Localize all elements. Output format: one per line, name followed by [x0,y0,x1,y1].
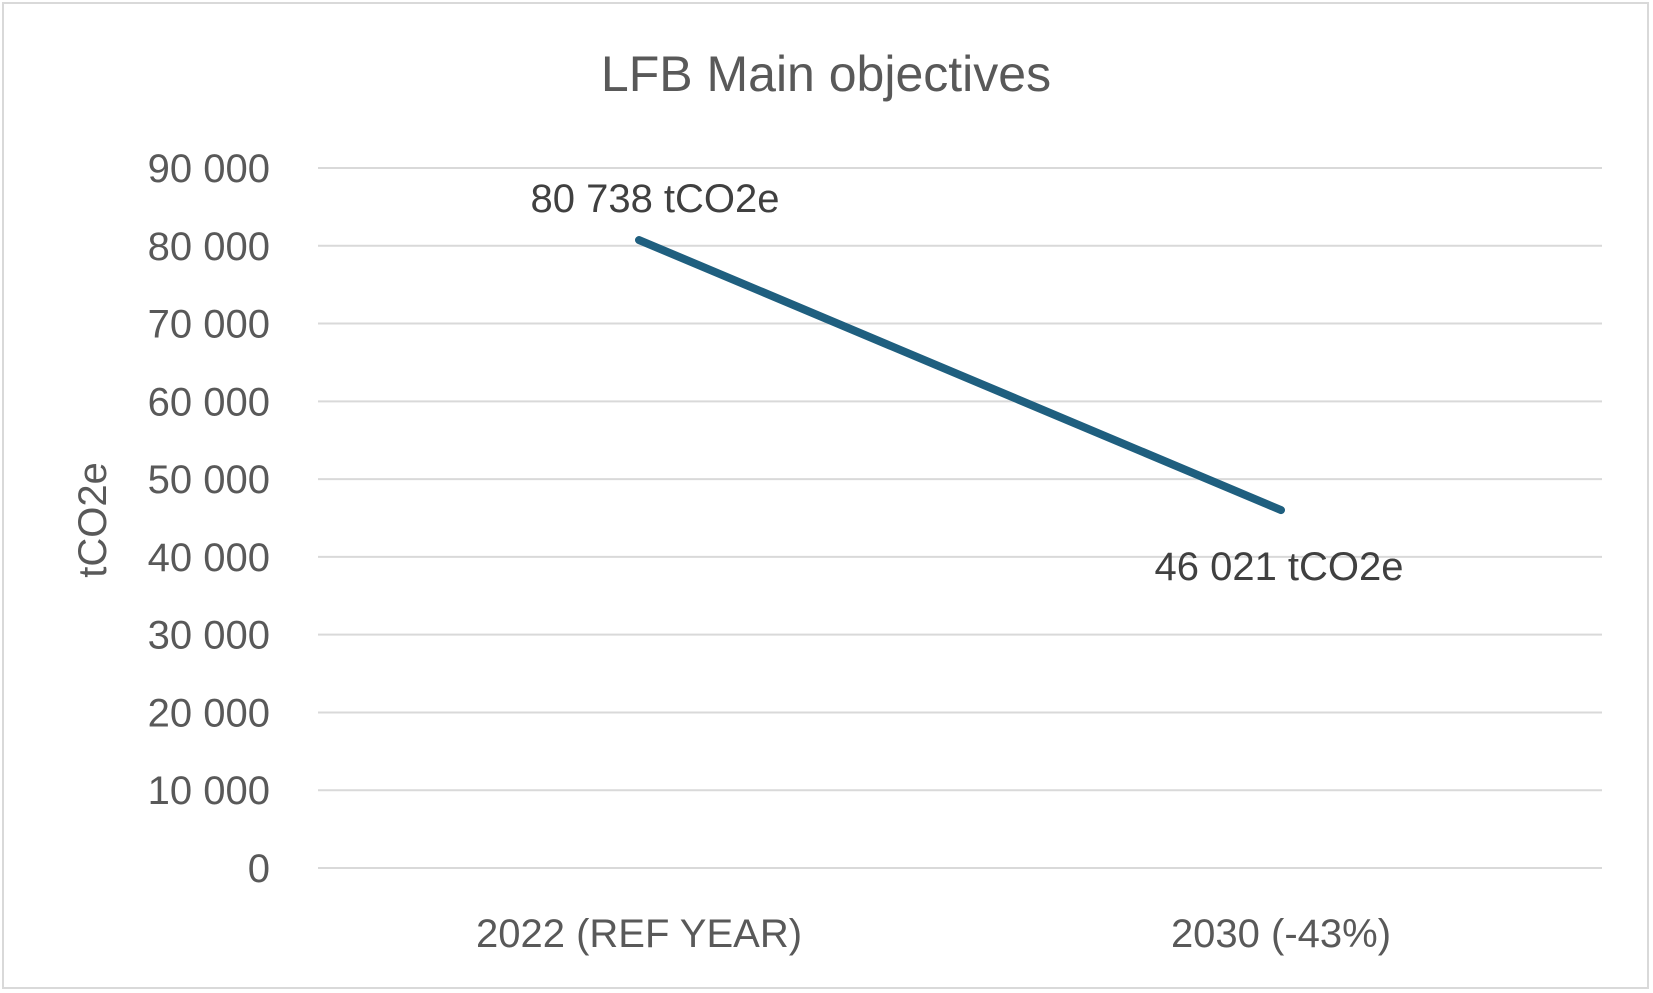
y-axis-label: tCO2e [71,462,115,578]
y-tick-label: 10 000 [148,769,270,813]
series-line [635,236,1285,515]
data-label: 46 021 tCO2e [1154,545,1403,589]
y-tick-label: 80 000 [148,225,270,269]
y-tick-label: 70 000 [148,303,270,347]
chart-title: LFB Main objectives [601,46,1051,102]
y-axis-ticks: 0 10 000 20 000 30 000 40 000 50 000 60 000 70 … [148,147,270,891]
x-tick-label: 2022 (REF YEAR) [476,912,802,956]
data-labels: 80 738 tCO2e 46 021 tCO2e [530,177,1403,589]
y-tick-label: 40 000 [148,536,270,580]
y-tick-label: 20 000 [148,691,270,735]
gridlines [318,167,1602,869]
y-tick-label: 60 000 [148,380,270,424]
x-axis-ticks: 2022 (REF YEAR) 2030 (-43%) [476,912,1391,956]
data-label: 80 738 tCO2e [530,177,779,221]
x-tick-label: 2030 (-43%) [1171,912,1391,956]
y-tick-label: 30 000 [148,614,270,658]
y-tick-label: 50 000 [148,458,270,502]
y-tick-label: 0 [248,847,270,891]
series-layer [635,236,1285,515]
y-tick-label: 90 000 [148,147,270,191]
